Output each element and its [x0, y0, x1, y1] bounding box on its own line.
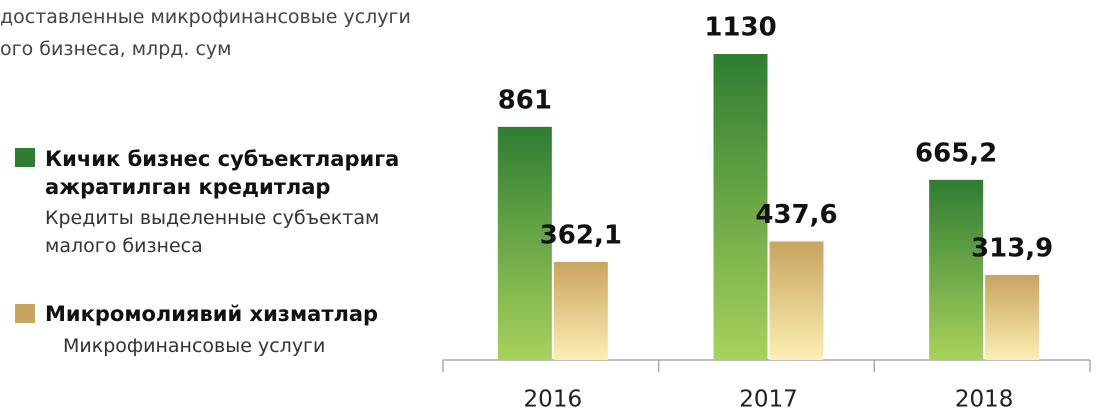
value-label: 861 — [498, 85, 552, 115]
subtitle: ого бизнеса, млрд. сум — [0, 38, 232, 60]
legend-swatch — [15, 148, 35, 167]
bar — [497, 126, 552, 361]
value-label: 665,2 — [915, 138, 997, 168]
value-label: 437,6 — [755, 200, 837, 230]
x-tick-label: 2016 — [524, 387, 583, 412]
bar — [713, 54, 768, 360]
x-tick-label: 2017 — [739, 387, 798, 412]
bar — [985, 274, 1040, 360]
value-label: 313,9 — [971, 233, 1053, 263]
bar — [769, 241, 824, 360]
bar — [929, 179, 984, 360]
bar — [553, 261, 608, 360]
legend-translation: Микрофинансовые услуги — [63, 335, 326, 357]
x-tick-label: 2018 — [955, 387, 1014, 412]
legend-swatch — [15, 304, 35, 323]
value-label: 1130 — [704, 13, 776, 43]
value-label: 362,1 — [540, 220, 622, 250]
legend-translation: Кредиты выделенные субъектам малого бизн… — [45, 207, 380, 257]
legend-label: Кичик бизнес субъектларига ажратилган кр… — [45, 147, 400, 199]
subtitle: доставленные микрофинансовые услуги — [0, 6, 411, 28]
legend-label: Микромолиявий хизматлар — [45, 302, 379, 326]
